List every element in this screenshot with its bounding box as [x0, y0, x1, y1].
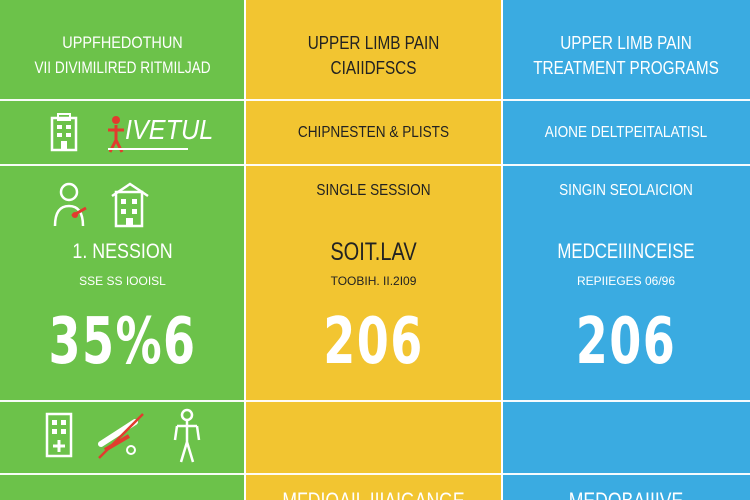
col2-row1-text: CHIPNESTEN & PLISTS	[297, 124, 450, 141]
col2-row2-text: SINGLE SESSION	[316, 182, 431, 199]
column-yellow: UPPER LIMB PAIN CIAIIDFSCS CHIPNESTEN & …	[245, 0, 502, 500]
col2-title-line1: UPPER LIMB PAIN	[307, 33, 440, 53]
column-green: UPPFHEDOTHUN VII DIVIMILIRED RITMILJAD I…	[0, 0, 245, 500]
col3-session-label: MEDCEIIINCEISE	[557, 240, 695, 263]
column-divider-2	[501, 0, 503, 500]
col3-session-sub: REPIIEGES 06/96	[576, 274, 676, 288]
col3-price: 206	[575, 305, 677, 379]
col2-bottom-text: MFDIQAIL IIIAIGANGE	[271, 488, 477, 500]
divider-line-2	[0, 164, 750, 166]
col2-title-line2: CIAIIDFSCS	[330, 58, 417, 78]
col1-title-line2: VII DIVIMILIRED RITMILJAD	[34, 58, 211, 77]
col2-price: 206	[323, 305, 424, 379]
col1-price: 35%6	[48, 305, 197, 379]
col3-title-line1: UPPER LIMB PAIN	[560, 33, 692, 53]
col1-session-label: 1. NESSION	[72, 240, 173, 263]
row1-underline	[108, 148, 188, 150]
col3-row2-text: SINGIN SEOLAICION	[559, 182, 693, 199]
col1-session-sub: SSE SS IOOISL	[79, 274, 166, 288]
building-icon	[111, 182, 149, 228]
clinic-icon	[45, 412, 73, 458]
column-divider-1	[244, 0, 246, 500]
col3-bottom-text: MEDOBAIIIVE	[527, 488, 725, 500]
person-injury-icon	[53, 182, 87, 227]
col2-session-sub: TOOBIH. II.2I09	[330, 274, 417, 288]
col1-row1-text: IVETUL	[125, 114, 214, 145]
divider-line-3	[0, 400, 750, 402]
hospital-building-icon	[50, 113, 78, 152]
col1-title-line1: UPPFHEDOTHUN	[62, 33, 183, 52]
body-figure-icon	[173, 408, 201, 463]
person-pain-icon	[108, 116, 124, 153]
col3-title-line2: TREATMENT PROGRAMS	[533, 58, 719, 78]
column-blue: UPPER LIMB PAIN TREATMENT PROGRAMS AIONE…	[502, 0, 750, 500]
divider-line-1	[0, 99, 750, 101]
broken-bone-icon	[98, 413, 144, 459]
col2-session-label: SOIT.LAV	[330, 238, 417, 266]
divider-line-4	[0, 473, 750, 475]
col3-row1-text: AIONE DELTPEITALATISL	[544, 124, 708, 141]
